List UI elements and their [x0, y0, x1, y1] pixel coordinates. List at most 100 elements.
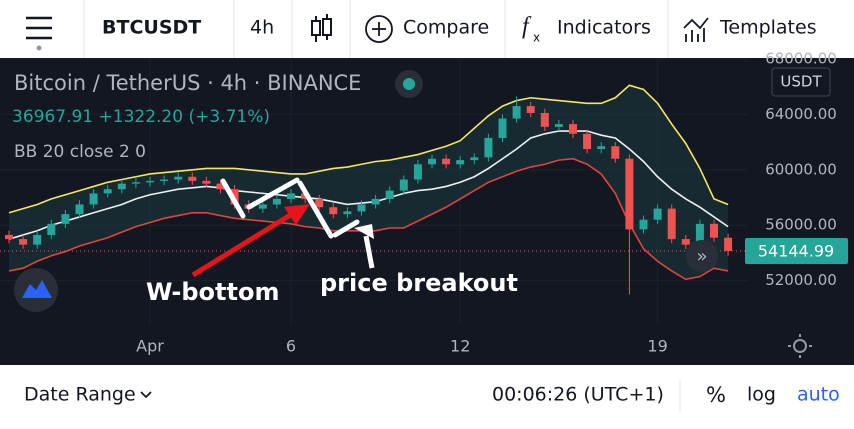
candle-body — [456, 160, 465, 165]
candle-body — [272, 198, 281, 205]
candle-body — [61, 214, 70, 224]
candle-body — [611, 146, 620, 159]
y-tick-label: 56000.00 — [765, 216, 837, 234]
chart-title: Bitcoin / TetherUS · 4h · BINANCE — [14, 71, 361, 95]
breakout-arrowhead — [354, 224, 374, 239]
candle-body — [710, 223, 718, 238]
x-tick-label: 6 — [286, 337, 296, 356]
percent-toggle[interactable]: % — [706, 383, 726, 407]
band-line — [8, 84, 729, 214]
band-line — [8, 130, 729, 240]
plot — [0, 84, 748, 295]
candle-body — [470, 157, 479, 161]
breakout-arrow — [363, 235, 375, 269]
indicators-button[interactable]: Indicators — [557, 17, 651, 39]
chart-style-button[interactable] — [311, 14, 332, 42]
scroll-icon: » — [696, 246, 707, 267]
annotation: price breakout — [320, 269, 518, 297]
candle-body — [385, 190, 394, 199]
date-range[interactable]: Date Range — [24, 384, 136, 406]
candle-body — [146, 180, 154, 183]
toolbar — [0, 0, 854, 58]
candle-body — [202, 180, 211, 184]
candle-body — [554, 124, 563, 127]
candle-body — [639, 219, 648, 230]
candle-body — [216, 183, 225, 190]
x-tick-label: 12 — [450, 337, 470, 356]
candle-body — [160, 179, 169, 181]
candle-body — [287, 193, 295, 199]
candle-body — [484, 137, 493, 158]
chevron — [140, 391, 152, 399]
candle-body — [5, 234, 13, 240]
candle-body — [540, 113, 549, 127]
candle-body — [315, 198, 324, 208]
candle-body — [19, 239, 28, 245]
last-price-badge — [745, 237, 848, 264]
candle-body — [343, 211, 352, 215]
auto-toggle[interactable]: auto — [797, 384, 840, 406]
logo — [22, 280, 52, 298]
scroll-button[interactable] — [686, 240, 718, 272]
templates-button[interactable]: Templates — [719, 17, 817, 39]
indicators-icon[interactable]: f — [522, 14, 532, 40]
candle-body — [512, 106, 521, 119]
candle-body — [47, 223, 56, 235]
candle-body — [258, 204, 267, 209]
y-tick-label: 52000.00 — [765, 271, 837, 289]
w-arrowhead — [284, 204, 310, 225]
candle-body — [131, 182, 140, 184]
candle-body — [597, 146, 606, 150]
symbol[interactable]: BTCUSDT — [102, 17, 201, 39]
candle-body — [329, 207, 338, 215]
templates-icon[interactable] — [683, 17, 709, 42]
candle-body — [413, 164, 422, 180]
indicator-label[interactable]: BB 20 close 2 0 — [14, 142, 146, 162]
compare-icon[interactable] — [365, 15, 393, 43]
status-dot — [403, 78, 415, 90]
toolbar-fade — [810, 0, 854, 58]
candle-body — [75, 204, 84, 215]
candle-body — [695, 223, 704, 245]
currency-box[interactable] — [771, 67, 831, 97]
candle-body — [442, 158, 451, 165]
candle-body — [667, 208, 676, 240]
log-toggle[interactable]: log — [747, 384, 776, 406]
w-arrow — [191, 211, 294, 278]
w-pattern — [220, 177, 360, 239]
candle-body — [33, 234, 42, 245]
x-tick-label: Apr — [136, 337, 164, 356]
candle-body — [357, 204, 366, 212]
candle-body — [89, 193, 98, 205]
quote: 36967.91 +1322.20 (+3.71%) — [12, 107, 270, 127]
indicators-icon-x: x — [533, 31, 540, 45]
candle-body — [681, 239, 690, 245]
candle-body — [569, 124, 577, 134]
compare-button[interactable]: Compare — [403, 17, 489, 39]
candle-body — [625, 158, 634, 230]
bottom-bar — [0, 365, 854, 425]
clock: 00:06:26 (UTC+1) — [492, 384, 664, 406]
candle-body — [583, 133, 592, 150]
menu-dot — [36, 45, 42, 51]
y-tick-label: 68000.00 — [765, 49, 837, 67]
candle-body — [724, 237, 733, 251]
y-tick-label: 64000.00 — [765, 105, 837, 123]
candle-body — [653, 208, 662, 220]
annotation: W-bottom — [146, 278, 279, 306]
y-tick-label: 60000.00 — [765, 160, 837, 178]
axes: 52000.00 56000.00 60000.00 64000.00 68000.00… — [136, 49, 848, 356]
candle-body — [526, 106, 535, 114]
candle-body — [371, 198, 380, 205]
last-price-label: 54144.99 — [758, 241, 834, 260]
candle-body — [174, 176, 183, 180]
candle-body — [188, 176, 197, 181]
menu-button[interactable] — [26, 16, 52, 40]
candle-body — [117, 183, 126, 190]
interval[interactable]: 4h — [250, 17, 274, 39]
settings-button[interactable] — [788, 334, 812, 358]
toolbar-separators — [83, 0, 669, 58]
candle-body — [428, 158, 436, 165]
